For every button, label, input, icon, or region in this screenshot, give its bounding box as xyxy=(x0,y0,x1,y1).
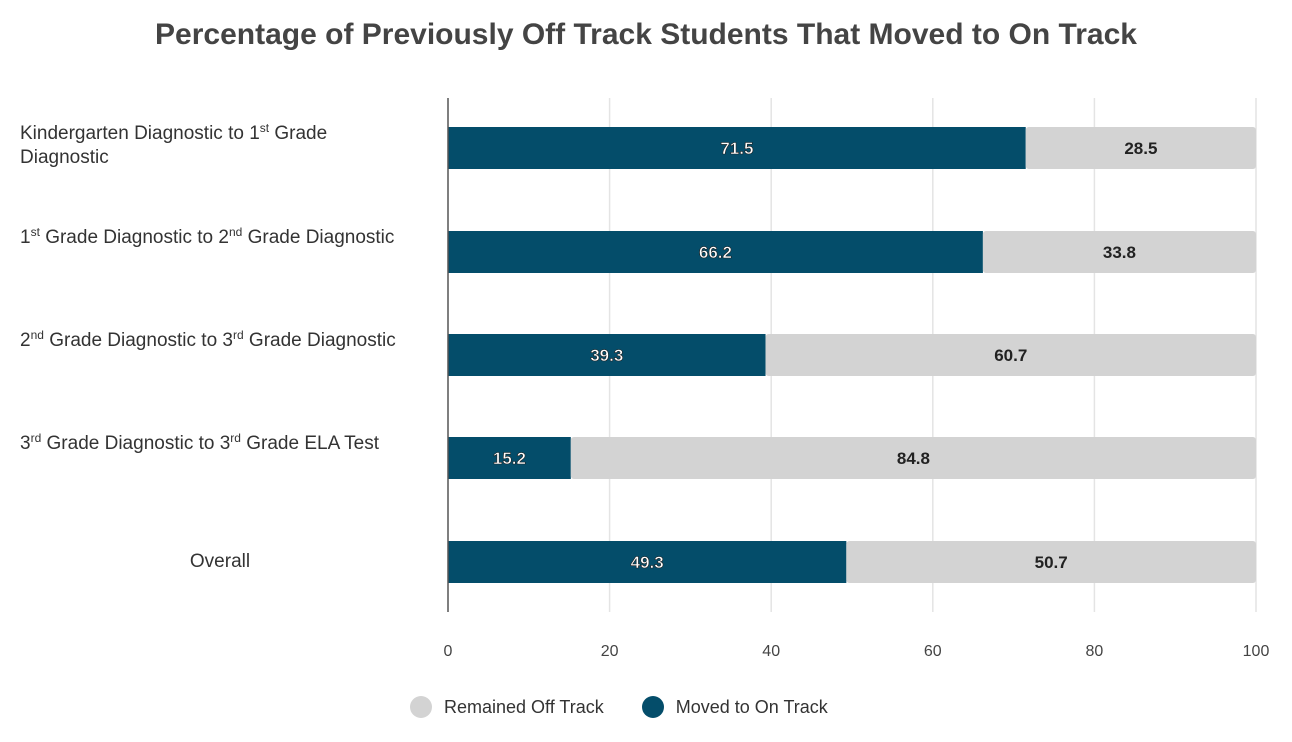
data-label: 15.2 xyxy=(493,449,526,468)
category-label: Overall xyxy=(189,551,251,572)
data-label: 49.3 xyxy=(631,553,664,572)
legend-item-moved: Moved to On Track xyxy=(641,696,828,718)
legend-label: Moved to On Track xyxy=(675,696,828,717)
bar-segment xyxy=(448,127,1026,169)
legend-item-remained: Remained Off Track xyxy=(410,696,604,718)
data-label: 84.8 xyxy=(897,449,930,468)
legend: Remained Off Track Moved to On Track xyxy=(410,696,866,718)
data-label: 60.7 xyxy=(994,346,1027,365)
data-label: 28.5 xyxy=(1124,139,1157,158)
x-tick-label: 60 xyxy=(924,643,942,660)
data-label: 39.3 xyxy=(590,346,623,365)
data-label: 33.8 xyxy=(1103,243,1136,262)
bar-segment xyxy=(448,231,983,273)
chart-title: Percentage of Previously Off Track Stude… xyxy=(155,18,1137,51)
bar-segment xyxy=(448,541,847,583)
bar-segment xyxy=(448,334,766,376)
x-tick-label: 20 xyxy=(601,643,619,660)
x-tick-label: 100 xyxy=(1243,643,1270,660)
bar-segment xyxy=(1025,127,1256,169)
bar-segment xyxy=(846,541,1256,583)
x-tick-label: 40 xyxy=(762,643,780,660)
legend-swatch-moved xyxy=(641,696,664,718)
bar-segment xyxy=(982,231,1256,273)
category-label: 1st Grade Diagnostic to 2nd Grade Diagno… xyxy=(20,225,395,248)
data-label: 50.7 xyxy=(1035,553,1068,572)
bar-segment xyxy=(570,437,1256,479)
legend-swatch-remained xyxy=(410,696,432,718)
legend-label: Remained Off Track xyxy=(444,696,604,717)
category-label: 2nd Grade Diagnostic to 3rd Grade Diagno… xyxy=(20,328,396,351)
x-tick-label: 0 xyxy=(444,643,453,660)
bar-segment xyxy=(765,334,1256,376)
category-label: Kindergarten Diagnostic to 1st Grade Dia… xyxy=(20,121,328,168)
bar-segment xyxy=(448,437,571,479)
data-label: 66.2 xyxy=(699,243,732,262)
data-label: 71.5 xyxy=(720,139,753,158)
category-label: 3rd Grade Diagnostic to 3rd Grade ELA Te… xyxy=(20,431,379,454)
x-tick-label: 80 xyxy=(1086,643,1104,660)
